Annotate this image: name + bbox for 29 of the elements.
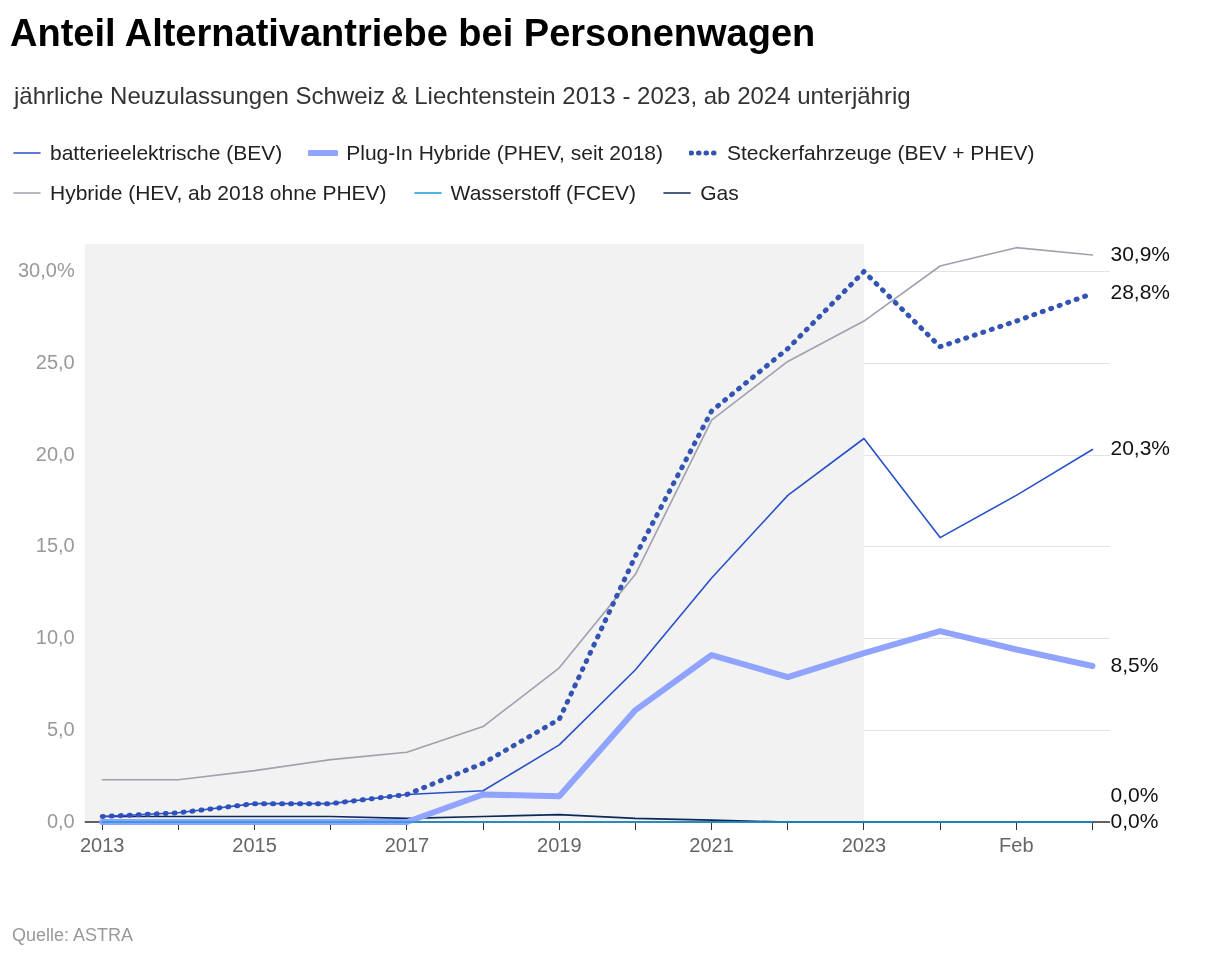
data-label: 28,8%: [1110, 280, 1171, 304]
x-tick-label: Feb: [999, 833, 1034, 856]
chart-subtitle: jährliche Neuzulassungen Schweiz & Liechtenstein 2013 - 2023, ab 2024 unterjährig: [14, 82, 911, 110]
x-tick-label: 2023: [841, 833, 887, 856]
data-label: 20,3%: [1110, 436, 1171, 460]
legend-label: Plug-In Hybride (PHEV, seit 2018): [346, 141, 663, 165]
x-tick-label: 2017: [384, 833, 430, 856]
data-label: 8,5%: [1110, 652, 1159, 676]
legend-label: Gas: [700, 181, 739, 205]
y-tick-label: 25,0: [35, 350, 75, 373]
x-tick-label: 2019: [537, 833, 582, 856]
legend-label: Steckerfahrzeuge (BEV + PHEV): [726, 141, 1035, 165]
legend-label: Hybride (HEV, ab 2018 ohne PHEV): [50, 181, 387, 205]
y-tick-label: 0,0: [46, 809, 75, 832]
y-tick-label: 20,0: [35, 442, 75, 465]
legend-label: batterieelektrische (BEV): [50, 141, 283, 165]
legend-label: Wasserstoff (FCEV): [450, 181, 637, 205]
source-note: Quelle: ASTRA: [12, 925, 134, 946]
data-label: 0,0%: [1110, 782, 1159, 806]
y-tick-label: 30,0%: [17, 259, 75, 282]
y-tick-label: 10,0: [35, 626, 75, 649]
x-tick-label: 2013: [79, 833, 125, 856]
x-tick-label: 2021: [689, 833, 734, 856]
x-tick-label: 2015: [232, 833, 277, 856]
y-tick-label: 5,0: [46, 717, 75, 740]
chart-title: Anteil Alternativantriebe bei Personenwagen: [10, 12, 816, 55]
data-label: 0,0%: [1110, 808, 1159, 832]
data-label: 30,9%: [1110, 241, 1171, 265]
y-tick-label: 15,0: [35, 534, 75, 557]
